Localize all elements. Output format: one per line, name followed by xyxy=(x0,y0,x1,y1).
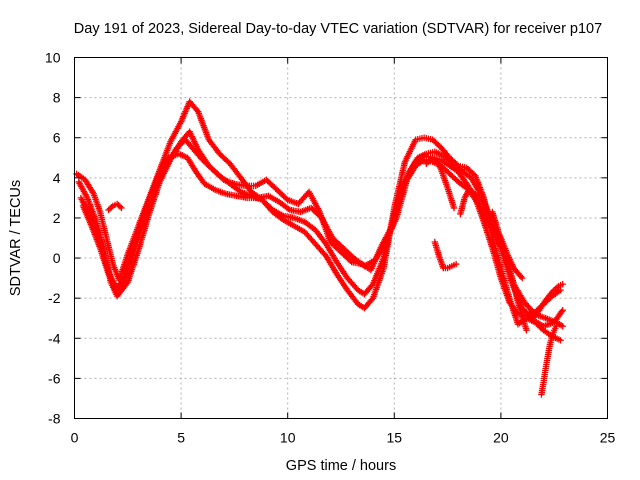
series-track-i xyxy=(431,238,460,272)
data-point xyxy=(559,280,566,288)
series-track-h xyxy=(489,208,530,334)
y-tick-label: -6 xyxy=(48,370,61,386)
y-tick-label: 6 xyxy=(53,130,61,146)
data-point xyxy=(118,204,125,212)
y-axis-label: SDTVAR / TECUs xyxy=(8,180,24,296)
series-track-e xyxy=(105,200,125,214)
y-tick-label: -4 xyxy=(48,330,61,346)
y-tick-label: 2 xyxy=(53,210,61,226)
plot-frame xyxy=(74,57,608,419)
y-tick-label: 0 xyxy=(53,250,61,266)
chart-title: Day 191 of 2023, Sidereal Day-to-day VTE… xyxy=(74,21,602,37)
y-tick-label: -2 xyxy=(48,290,61,306)
series-track-k xyxy=(523,280,566,322)
x-axis-label: GPS time / hours xyxy=(286,458,396,474)
data-point xyxy=(559,307,566,314)
x-tick-label: 15 xyxy=(387,430,403,446)
y-tick-label: 8 xyxy=(53,90,61,106)
y-tick-label: -8 xyxy=(48,411,61,427)
data-point xyxy=(559,323,566,330)
data-point xyxy=(523,327,530,334)
x-tick-label: 25 xyxy=(600,430,616,446)
data-point xyxy=(368,296,375,303)
axis-ticks: 0 5 10 15 20 25 -8 -6 -4 -2 0 2 4 6 8 10 xyxy=(45,50,616,446)
data-point xyxy=(517,273,525,280)
data-point xyxy=(553,323,560,330)
x-tick-label: 0 xyxy=(71,430,79,446)
x-tick-label: 5 xyxy=(177,430,185,446)
grid-lines xyxy=(74,57,608,419)
series-track-f xyxy=(423,154,458,212)
data-point xyxy=(519,274,526,282)
x-tick-label: 20 xyxy=(493,430,509,446)
x-tick-label: 10 xyxy=(280,430,296,446)
y-tick-label: 10 xyxy=(45,50,61,66)
data-point xyxy=(108,204,115,211)
data-point xyxy=(452,260,460,268)
data-point xyxy=(116,203,124,210)
data-point xyxy=(450,204,458,212)
series-track-j xyxy=(538,323,560,398)
y-tick-label: 4 xyxy=(53,170,61,186)
data-point xyxy=(557,337,564,344)
data-points xyxy=(73,98,566,398)
